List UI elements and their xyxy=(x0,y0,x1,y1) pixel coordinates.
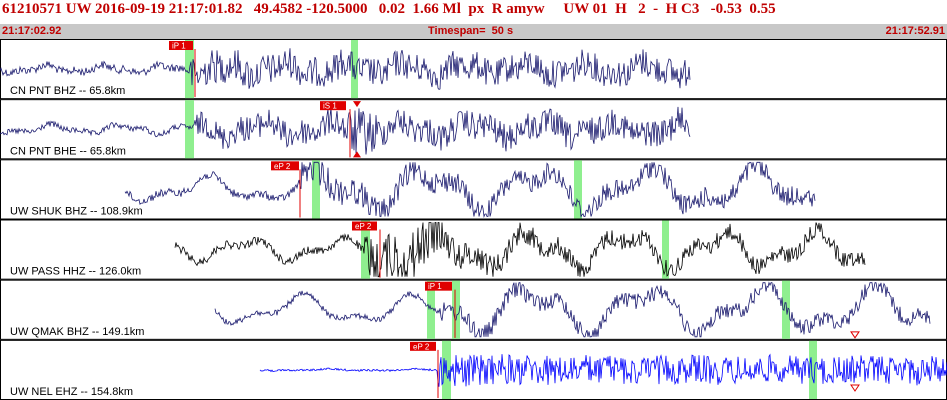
waveform-trace xyxy=(0,106,691,155)
waveform-trace xyxy=(214,281,931,338)
seismogram-panel[interactable]: iP 1 CN PNT BHZ -- 65.8km iS 1 CN PNT BHE -… xyxy=(0,39,947,400)
channel-label: UW NEL EHZ -- 154.8km xyxy=(10,386,133,398)
end-time: 21:17:52.91 xyxy=(885,25,945,37)
pick-flag[interactable] xyxy=(320,101,346,111)
channel-frame xyxy=(0,219,947,280)
arrival-marker-icon xyxy=(850,331,860,339)
phase-window-highlight xyxy=(427,280,435,339)
channel-row[interactable]: iS 1 CN PNT BHE -- 65.8km xyxy=(0,99,947,160)
channel-row[interactable]: iP 1 CN PNT BHZ -- 65.8km xyxy=(0,39,947,100)
phase-window-highlight xyxy=(662,220,669,279)
event-title: 61210571 UW 2016-09-19 21:17:01.82 49.45… xyxy=(2,1,776,17)
channel-row[interactable]: eP 2 UW PASS HHZ -- 126.0km xyxy=(0,219,947,280)
channel-row[interactable]: iP 1 UW QMAK BHZ -- 149.1km xyxy=(0,279,947,340)
channel-label: UW QMAK BHZ -- 149.1km xyxy=(10,326,144,338)
pick-label: iS 1 xyxy=(323,102,337,111)
channel-row[interactable]: eP 2 UW NEL EHZ -- 154.8km xyxy=(0,339,947,400)
pick-label: iP 1 xyxy=(428,282,442,291)
time-bar: 21:17:02.92 Timespan= 50 s 21:17:52.91 xyxy=(0,24,947,39)
phase-window-highlight xyxy=(452,280,460,339)
channel-label: UW SHUK BHZ -- 108.9km xyxy=(10,206,143,218)
pick-label: eP 2 xyxy=(274,162,291,171)
phase-window-highlight xyxy=(574,160,582,219)
channel-label: UW PASS HHZ -- 126.0km xyxy=(10,266,141,278)
pick-flag[interactable] xyxy=(352,221,377,231)
phase-window-highlight xyxy=(185,100,194,159)
pick-flag[interactable] xyxy=(425,281,452,291)
pick-label: eP 2 xyxy=(355,222,372,231)
pick-marker-icon xyxy=(353,101,361,108)
waveform-trace xyxy=(124,161,816,219)
phase-window-highlight xyxy=(809,340,817,399)
pick-label: eP 2 xyxy=(413,342,430,351)
header: 61210571 UW 2016-09-19 21:17:01.82 49.45… xyxy=(0,0,947,22)
channel-label: CN PNT BHE -- 65.8km xyxy=(10,145,126,157)
waveform-trace xyxy=(259,353,947,387)
channel-row[interactable]: eP 2 UW SHUK BHZ -- 108.9km xyxy=(0,159,947,220)
arrival-marker-icon xyxy=(850,384,860,392)
channel-frame xyxy=(0,39,947,100)
phase-window-highlight xyxy=(782,280,790,339)
pick-flag[interactable] xyxy=(271,161,299,171)
waveform-trace xyxy=(0,48,691,90)
waveform-trace xyxy=(174,222,866,278)
pick-flag[interactable] xyxy=(410,341,436,351)
phase-window-highlight xyxy=(312,160,320,219)
channel-label: CN PNT BHZ -- 65.8km xyxy=(10,85,125,97)
start-time: 21:17:02.92 xyxy=(2,25,62,37)
phase-window-highlight xyxy=(361,220,370,279)
timespan-label: Timespan= 50 s xyxy=(428,25,514,37)
pick-label: iP 1 xyxy=(172,42,186,51)
pick-flag[interactable] xyxy=(169,41,193,50)
pick-marker-icon xyxy=(353,151,361,158)
